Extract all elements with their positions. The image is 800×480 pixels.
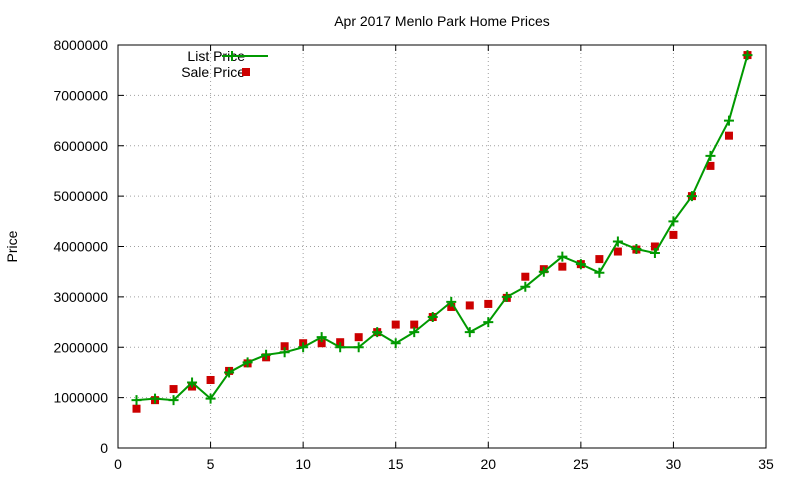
sale-price-point	[280, 342, 289, 351]
sale-price-point	[391, 320, 400, 329]
sale-price-point	[484, 299, 493, 308]
list-price-point	[409, 327, 420, 338]
chart-title: Apr 2017 Menlo Park Home Prices	[334, 13, 550, 29]
sale-price-point	[724, 131, 733, 140]
x-tick-label: 20	[480, 456, 496, 472]
list-price-point	[631, 244, 642, 255]
series-layer	[131, 50, 753, 413]
list-price-point	[224, 367, 235, 378]
x-tick-label: 35	[758, 456, 774, 472]
sale-price-point	[669, 230, 678, 239]
list-price-point	[131, 395, 142, 406]
list-price-point	[742, 50, 753, 61]
y-tick-label: 6000000	[53, 138, 108, 154]
legend-sample-list-price	[222, 51, 268, 61]
list-price-line	[136, 54, 749, 402]
list-price-point	[261, 349, 272, 360]
list-price-point	[668, 216, 679, 227]
sale-price-point	[410, 320, 419, 329]
legend-label-sale-price: Sale Price	[181, 64, 245, 80]
grid	[118, 45, 766, 448]
list-price-point	[575, 259, 586, 270]
sale-price-point	[206, 375, 215, 384]
x-tick-label: 25	[573, 456, 589, 472]
legend-sample-sale-price	[242, 68, 250, 76]
list-price-point	[483, 317, 494, 328]
list-price-point	[723, 115, 734, 126]
sale-price-point	[465, 301, 474, 310]
legend-square-icon	[242, 68, 250, 76]
list-price-point	[464, 327, 475, 338]
list-price-point	[427, 312, 438, 323]
list-price-point	[316, 332, 327, 343]
list-price-point	[150, 393, 161, 404]
list-price-point	[335, 342, 346, 353]
list-price-point	[686, 191, 697, 202]
sale-price-point	[317, 339, 326, 348]
list-price-point	[168, 395, 179, 406]
list-price-point	[705, 150, 716, 161]
y-tick-label: 2000000	[53, 339, 108, 355]
sale-price-point	[613, 247, 622, 256]
y-tick-label: 1000000	[53, 390, 108, 406]
sale-price-point	[447, 302, 456, 311]
sale-price-point	[336, 338, 345, 347]
list-price-point	[649, 248, 660, 259]
list-price-point	[353, 342, 364, 353]
y-tick-label: 3000000	[53, 289, 108, 305]
list-price-point	[242, 357, 253, 368]
y-tick-label: 8000000	[53, 37, 108, 53]
list-price-point	[594, 267, 605, 278]
axis-ticks: 0 5 10 15 20 25 30 35 0 1000000 2000000 3000000 4000…	[53, 37, 774, 472]
list-price-point	[520, 281, 531, 292]
list-price-point	[557, 251, 568, 262]
x-tick-label: 15	[388, 456, 404, 472]
sale-price-point	[169, 385, 178, 394]
list-price-point	[446, 296, 457, 307]
legend-label-list-price: List Price	[187, 48, 245, 64]
list-price-point	[279, 347, 290, 358]
x-tick-label: 0	[114, 456, 122, 472]
x-tick-label: 5	[207, 456, 215, 472]
sale-price-point	[706, 161, 715, 170]
sale-price-point	[521, 272, 530, 281]
sale-price-point	[650, 242, 659, 251]
sale-price-point	[132, 404, 141, 413]
list-price-point	[501, 291, 512, 302]
y-tick-label: 7000000	[53, 87, 108, 103]
y-tick-label: 5000000	[53, 188, 108, 204]
legend: List Price Sale Price	[181, 48, 268, 80]
y-axis-label: Price	[4, 230, 20, 262]
x-tick-label: 10	[295, 456, 311, 472]
list-price-point	[298, 342, 309, 353]
x-tick-label: 30	[666, 456, 682, 472]
list-price-point	[372, 327, 383, 338]
sale-price-point	[558, 262, 567, 271]
y-tick-label: 0	[100, 440, 108, 456]
sale-price-point	[354, 333, 363, 342]
list-price-point	[390, 338, 401, 349]
list-price-point	[205, 393, 216, 404]
list-price-point	[538, 266, 549, 277]
y-tick-label: 4000000	[53, 239, 108, 255]
list-price-point	[612, 236, 623, 247]
sale-price-point	[595, 255, 604, 264]
list-price-point	[187, 377, 198, 388]
